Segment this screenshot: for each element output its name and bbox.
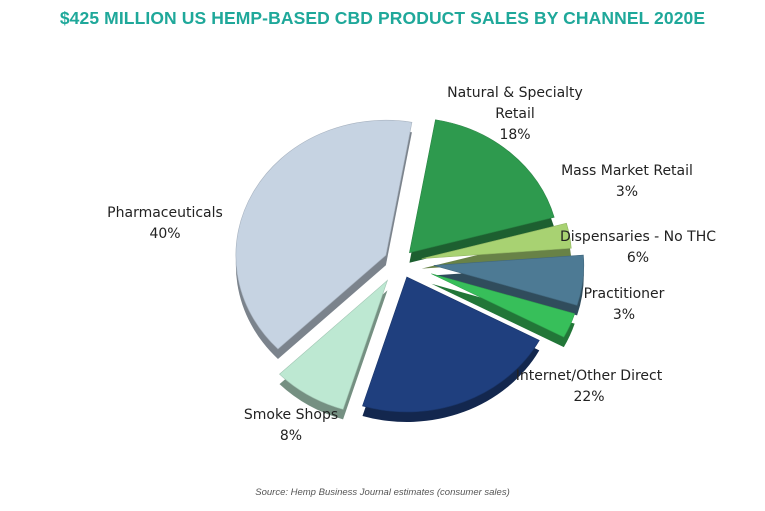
pie-slice-natural-specialty-retail xyxy=(409,119,555,254)
slice-label-practitioner: Practitioner 3% xyxy=(584,286,665,323)
slice-label-internet-other-direct: Internet/Other Direct 22% xyxy=(516,368,663,405)
slice-value-smoke-shops: 8% xyxy=(280,428,302,444)
slice-label-natural-specialty-retail: Natural & Specialty Retail 18% xyxy=(447,85,583,143)
slice-value-natural-specialty-retail: 18% xyxy=(499,127,530,143)
pie-slice-smoke-shops xyxy=(279,279,389,410)
pie-slice-pharmaceuticals xyxy=(235,119,413,350)
pie-slice-dispensaries-no-thc xyxy=(433,254,585,306)
pie-slice-mass-market-retail xyxy=(421,222,572,259)
pie-slice-side-practitioner xyxy=(431,283,575,348)
slice-label-mass-market-retail: Mass Market Retail 3% xyxy=(561,163,693,200)
slice-value-pharmaceuticals: 40% xyxy=(149,226,180,242)
slice-value-practitioner: 3% xyxy=(613,307,635,323)
source-note: Source: Hemp Business Journal estimates … xyxy=(255,487,510,498)
pie-slice-internet-other-direct xyxy=(362,276,540,413)
pie-slice-practitioner xyxy=(431,273,576,338)
slice-label-dispensaries-no-thc: Dispensaries - No THC 6% xyxy=(560,229,716,266)
slice-value-dispensaries-no-thc: 6% xyxy=(627,250,649,266)
slice-label-smoke-shops: Smoke Shops 8% xyxy=(244,407,338,444)
slice-value-internet-other-direct: 22% xyxy=(573,389,604,405)
slice-value-mass-market-retail: 3% xyxy=(616,184,638,200)
slice-label-pharmaceuticals: Pharmaceuticals 40% xyxy=(107,205,223,242)
chart-title: $425 MILLION US HEMP-BASED CBD PRODUCT S… xyxy=(59,8,706,28)
